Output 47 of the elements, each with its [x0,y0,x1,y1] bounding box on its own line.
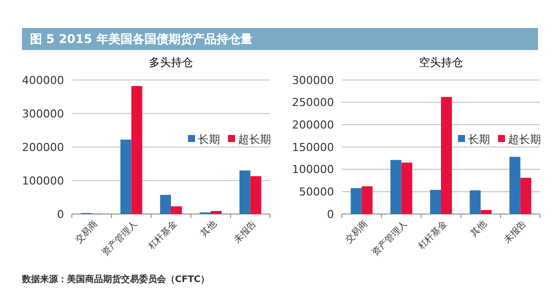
y-tick-label: 200000 [22,140,64,154]
bar [390,160,402,214]
y-tick-label: 150000 [292,140,334,154]
y-tick-label: 250000 [292,96,334,110]
y-tick-label: 100000 [292,163,334,176]
bar [362,186,373,214]
bar [160,194,171,214]
chart-title: 空头持仓 [419,56,463,69]
x-tick-label: 杠杆基金 [145,218,180,253]
bar [250,176,262,214]
caption: 图 5 2015 年美国各国债期货产品持仓量 [30,32,252,46]
x-tick-label: 其他 [468,218,490,240]
bar [520,178,532,214]
legend-label: 长期 [468,132,490,146]
bar [430,190,441,214]
legend-label: 超长期 [508,132,541,146]
bar [131,86,142,214]
bar [401,162,412,214]
bar [239,170,250,214]
bar [350,188,362,214]
bar [210,210,222,214]
x-tick-label: 交易商 [343,218,370,246]
bar [171,206,182,214]
x-tick-label: 未报告 [502,218,529,246]
y-tick-label: 400000 [22,74,64,87]
y-tick-label: 0 [57,208,64,221]
y-tick-label: 50000 [299,186,334,199]
legend-label: 长期 [198,132,220,146]
bar [470,190,481,214]
y-tick-label: 0 [327,208,334,221]
chart-title: 多头持仓 [149,56,193,69]
y-tick-label: 300000 [22,107,64,120]
bar [120,140,132,214]
x-tick-label: 交易商 [73,218,100,246]
bar [480,210,492,214]
legend-label: 超长期 [238,132,271,146]
bar [441,96,452,214]
x-tick-label: 杠杆基金 [415,218,450,253]
y-tick-label: 100000 [22,174,64,188]
x-tick-label: 资产管理人 [100,218,140,258]
bar [509,156,520,214]
x-tick-label: 资产管理人 [370,218,410,258]
x-tick-label: 其他 [198,218,220,240]
x-tick-label: 未报告 [232,218,259,246]
source-note: 数据来源：美国商品期货交易委员会（CFTC） [21,274,210,286]
y-tick-label: 200000 [292,118,334,132]
y-tick-label: 300000 [292,74,334,87]
